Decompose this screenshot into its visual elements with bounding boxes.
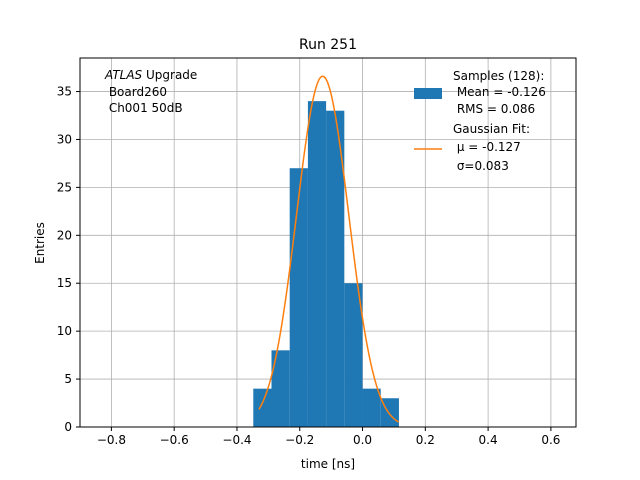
histogram-bar (307, 101, 327, 427)
annotation-board: Board260 (105, 85, 167, 99)
gaussian-fit (258, 75, 400, 423)
annotation-channel: Ch001 50dB (105, 101, 183, 115)
y-tick-label: 20 (57, 228, 72, 242)
annotation-upgrade: Upgrade (142, 68, 197, 82)
legend-hist-swatch (414, 88, 442, 99)
y-tick-label: 25 (57, 180, 72, 194)
histogram-bar (362, 388, 381, 427)
x-tick-label: 0.2 (416, 433, 435, 447)
x-tick-label: −0.6 (160, 433, 189, 447)
x-tick-label: −0.2 (285, 433, 314, 447)
histogram-bar (253, 388, 272, 427)
histogram-bar (344, 283, 363, 427)
legend-hist-title: Samples (128): (453, 69, 544, 83)
atlas-annotation: ATLAS Upgrade Board260 Ch001 50dB (104, 68, 197, 115)
y-tick-label: 0 (64, 420, 72, 434)
legend-fit-title: Gaussian Fit: (453, 122, 530, 136)
histogram-bar (289, 168, 308, 428)
y-tick-label: 10 (57, 324, 72, 338)
legend-fit-sigma: σ=0.083 (453, 159, 509, 173)
x-tick-label: −0.8 (97, 433, 126, 447)
annotation-atlas: ATLAS (104, 68, 143, 82)
x-axis-ticks: −0.8 −0.6 −0.4 −0.2 0.0 0.2 0.4 0.6 (97, 427, 560, 447)
y-tick-label: 15 (57, 276, 72, 290)
y-axis-ticks: 0 5 10 15 20 25 30 35 (57, 85, 80, 434)
histogram-bar (326, 110, 345, 427)
svg-text:ATLAS Upgrade: ATLAS Upgrade (104, 68, 197, 82)
y-tick-label: 30 (57, 132, 72, 146)
x-tick-label: 0.6 (541, 433, 560, 447)
x-tick-label: 0.0 (353, 433, 372, 447)
legend-hist-mean: Mean = -0.126 (453, 85, 546, 99)
chart-title: Run 251 (299, 37, 357, 53)
x-axis-label: time [ns] (301, 457, 355, 471)
x-tick-label: 0.4 (479, 433, 498, 447)
legend: Samples (128): Mean = -0.126 RMS = 0.086… (414, 69, 546, 173)
y-axis-label: Entries (33, 222, 47, 264)
plot-frame (79, 57, 577, 428)
legend-hist-rms: RMS = 0.086 (453, 102, 535, 116)
legend-fit-mu: μ = -0.127 (453, 140, 521, 154)
fit-curve (258, 75, 400, 423)
x-tick-label: −0.4 (222, 433, 251, 447)
histogram-bar (271, 350, 290, 427)
y-tick-label: 35 (57, 85, 72, 99)
y-tick-label: 5 (64, 372, 72, 386)
